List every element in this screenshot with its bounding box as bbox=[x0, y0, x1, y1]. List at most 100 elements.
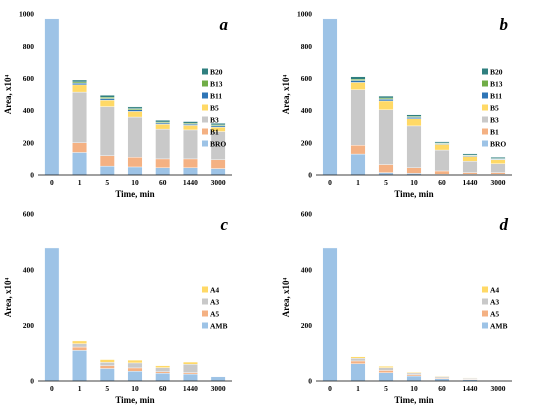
bar-segment-b5 bbox=[72, 84, 87, 93]
bar-segment-bro bbox=[183, 167, 198, 176]
bar-segment-a3 bbox=[434, 376, 450, 379]
x-tick-label: 3000 bbox=[491, 384, 506, 393]
bar-segment-a3 bbox=[183, 364, 198, 373]
bar-segment-a5 bbox=[350, 360, 366, 364]
bar-segment-a4 bbox=[99, 359, 115, 363]
bar-segment-b3 bbox=[462, 161, 478, 173]
bar-segment-b11 bbox=[350, 80, 366, 83]
bar-segment-b5 bbox=[434, 144, 450, 151]
y-axis-title: Area, x10⁴ bbox=[281, 277, 291, 317]
bar-segment-b11 bbox=[72, 83, 87, 86]
legend-label-b11: B11 bbox=[210, 92, 222, 101]
x-tick-label: 1440 bbox=[463, 384, 478, 393]
legend-swatch-b3 bbox=[202, 116, 208, 123]
bar-segment-a5 bbox=[72, 346, 87, 351]
x-tick-label: 1440 bbox=[183, 384, 198, 393]
bar-segment-b5 bbox=[127, 111, 143, 118]
y-tick-label: 200 bbox=[23, 321, 35, 330]
y-tick-label: 800 bbox=[301, 42, 313, 51]
bar-segment-amb bbox=[350, 363, 366, 382]
y-tick-label: 800 bbox=[23, 42, 35, 51]
legend-swatch-b1 bbox=[202, 128, 208, 135]
bar-segment-a4 bbox=[72, 340, 87, 344]
y-axis-title: Area, x10⁴ bbox=[3, 74, 13, 114]
legend-label-a5: A5 bbox=[490, 310, 499, 319]
legend-swatch-amb bbox=[202, 322, 208, 329]
legend-swatch-a5 bbox=[482, 310, 488, 317]
bar-segment-a4 bbox=[406, 371, 422, 374]
bar-segment-b1 bbox=[490, 172, 506, 175]
x-tick-label: 1 bbox=[356, 178, 360, 187]
bar-segment-amb bbox=[155, 373, 171, 382]
bar-segment-bro bbox=[127, 166, 143, 176]
bar-segment-b20 bbox=[155, 120, 171, 123]
y-tick-label: 0 bbox=[30, 171, 34, 180]
legend-label-a4: A4 bbox=[210, 286, 219, 295]
x-tick-label: 10 bbox=[410, 384, 418, 393]
bar-segment-amb bbox=[406, 375, 422, 382]
x-axis-title: Time, min bbox=[115, 395, 154, 405]
legend-label-b20: B20 bbox=[210, 68, 223, 77]
y-tick-label: 1000 bbox=[297, 10, 312, 19]
bar-segment-b20 bbox=[210, 123, 226, 126]
bar-segment-b20 bbox=[406, 114, 422, 117]
legend-label-b3: B3 bbox=[210, 116, 219, 125]
bar-segment-b1 bbox=[72, 142, 87, 153]
bar-segment-b1 bbox=[183, 158, 198, 168]
legend-swatch-a3 bbox=[482, 298, 488, 305]
bar-segment-b3 bbox=[434, 149, 450, 172]
panel-label: c bbox=[220, 215, 228, 234]
bar-segment-a5 bbox=[183, 372, 198, 375]
y-tick-label: 200 bbox=[301, 138, 313, 147]
bar-segment-amb bbox=[322, 247, 338, 382]
bar-segment-b20 bbox=[434, 141, 450, 144]
x-tick-label: 1 bbox=[78, 384, 82, 393]
legend-swatch-b3 bbox=[482, 116, 488, 123]
bar-segment-a4 bbox=[378, 366, 394, 368]
bar-segment-b1 bbox=[350, 145, 366, 155]
bar-segment-b3 bbox=[72, 91, 87, 143]
bar-segment-b1 bbox=[462, 172, 478, 175]
legend-swatch-b5 bbox=[482, 104, 488, 111]
x-tick-label: 60 bbox=[438, 178, 446, 187]
bar-segment-a3 bbox=[378, 367, 394, 371]
bar-segment-b5 bbox=[490, 159, 506, 164]
bar-segment-b5 bbox=[406, 118, 422, 127]
legend-swatch-a4 bbox=[482, 286, 488, 293]
x-axis-title: Time, min bbox=[394, 395, 433, 405]
y-tick-label: 0 bbox=[308, 171, 312, 180]
bar-segment-b20 bbox=[127, 106, 143, 109]
bar-segment-b20 bbox=[72, 79, 87, 83]
bar-segment-amb bbox=[72, 350, 87, 382]
y-tick-label: 600 bbox=[301, 210, 313, 219]
bar-segment-bro bbox=[99, 165, 115, 176]
bar-segment-b3 bbox=[127, 116, 143, 158]
legend-label-b1: B1 bbox=[490, 128, 499, 137]
bar-segment-amb bbox=[99, 368, 115, 382]
bar-segment-a4 bbox=[155, 365, 171, 368]
legend-label-amb: AMB bbox=[490, 322, 508, 331]
x-tick-label: 1440 bbox=[463, 178, 478, 187]
bar-segment-b11 bbox=[99, 98, 115, 101]
bar-segment-b20 bbox=[462, 153, 478, 156]
bar-segment-a5 bbox=[99, 365, 115, 369]
legend-label-a3: A3 bbox=[210, 298, 219, 307]
bar-segment-bro bbox=[210, 168, 226, 176]
legend-label-amb: AMB bbox=[210, 322, 228, 331]
bar-segment-a4 bbox=[350, 356, 366, 359]
x-tick-label: 0 bbox=[50, 178, 54, 187]
legend-label-b5: B5 bbox=[210, 104, 219, 113]
bar-segment-b1 bbox=[127, 157, 143, 168]
legend-label-a5: A5 bbox=[210, 310, 219, 319]
y-tick-label: 400 bbox=[23, 106, 35, 115]
legend-label-b20: B20 bbox=[490, 68, 503, 77]
y-tick-label: 200 bbox=[23, 138, 35, 147]
x-tick-label: 60 bbox=[159, 178, 167, 187]
bar-segment-a3 bbox=[155, 367, 171, 373]
y-tick-label: 1000 bbox=[19, 10, 34, 19]
chart-panel-b: 0 200 400 600 800 1000 0 1 5 10 60 1440 3000 Time, mi… bbox=[281, 10, 512, 199]
bar-segment-b3 bbox=[99, 106, 115, 156]
x-tick-label: 3000 bbox=[211, 384, 226, 393]
bar-segment-b3 bbox=[406, 125, 422, 168]
bar-segment-bro bbox=[155, 167, 171, 176]
